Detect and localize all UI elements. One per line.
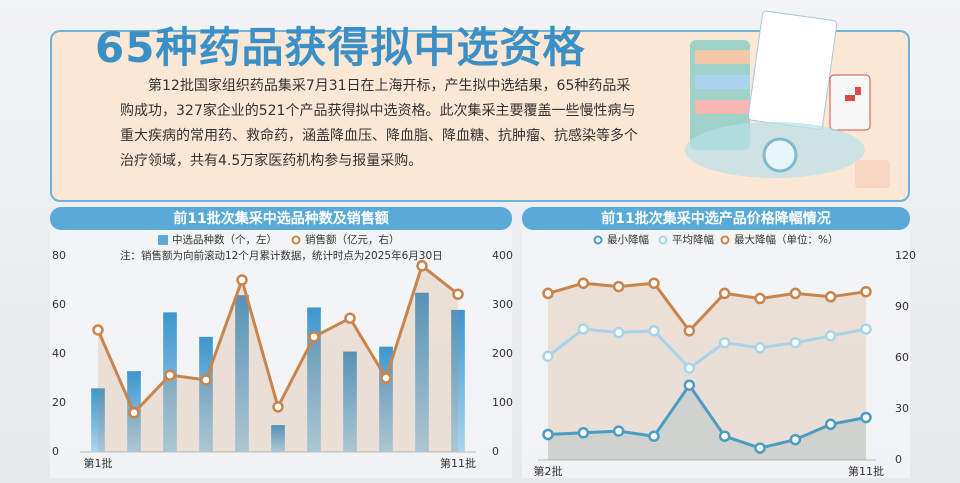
legend-label: 最小降幅 (607, 233, 649, 246)
point (577, 277, 590, 289)
line (547, 382, 867, 450)
y-tick-label: 40 (52, 347, 66, 360)
point (380, 372, 392, 384)
panel-title: 前11批次集采中选产品价格降幅情况 (601, 210, 830, 227)
point (683, 379, 696, 391)
y2-tick-label: 400 (492, 249, 513, 262)
legend-marker (291, 235, 301, 245)
point (648, 325, 660, 337)
area (548, 283, 866, 460)
y-tick-label: 80 (52, 249, 66, 262)
point (824, 291, 837, 303)
x-tick-label: 第11批 (848, 464, 884, 478)
point (860, 285, 872, 298)
point (718, 287, 731, 300)
area (98, 265, 458, 452)
point (754, 342, 766, 354)
point (648, 277, 660, 289)
point (789, 433, 802, 446)
bar (91, 388, 105, 452)
point (164, 369, 176, 381)
y2-tick-label: 300 (492, 298, 513, 311)
legend-marker (658, 235, 668, 245)
point (577, 323, 590, 335)
point (92, 324, 104, 336)
point (542, 428, 554, 441)
y-tick-label: 120 (895, 249, 916, 262)
point (344, 312, 356, 324)
legend-marker (158, 235, 168, 245)
y-tick-label: 90 (895, 300, 909, 313)
bar (199, 336, 213, 452)
legend-label: 平均降幅 (672, 233, 714, 246)
legend-label: 最大降幅（单位：%） (734, 233, 838, 246)
point (452, 288, 464, 300)
bar (415, 292, 429, 452)
y-tick-label: 20 (52, 396, 66, 409)
bar (343, 351, 357, 452)
y2-tick-label: 0 (492, 445, 499, 458)
point (542, 350, 554, 363)
point (308, 331, 320, 343)
y-tick-label: 60 (895, 351, 909, 364)
y-tick-label: 30 (895, 402, 909, 415)
y-tick-label: 0 (895, 453, 902, 466)
x-tick-label: 第1批 (84, 456, 113, 470)
title: 65种药品获得拟中选资格 (95, 23, 586, 72)
point (612, 326, 625, 339)
point (612, 280, 625, 293)
line (547, 327, 867, 371)
point (683, 362, 696, 374)
point (577, 427, 590, 439)
point (789, 287, 802, 300)
point (612, 425, 625, 437)
point (683, 325, 696, 337)
point (824, 418, 837, 431)
bar (235, 295, 249, 452)
point (718, 336, 731, 349)
legend-marker (720, 235, 730, 245)
panel-banner (50, 207, 512, 230)
point (754, 292, 766, 305)
point (200, 374, 212, 386)
body-text: 第12批国家组织药品集采7月31日在上海开标，产生拟中选结果，65种药品采购成功… (120, 78, 638, 169)
point (542, 287, 554, 300)
point (718, 430, 731, 442)
x-tick-label: 第11批 (440, 456, 476, 470)
area (548, 385, 866, 460)
x-tick-label: 第2批 (534, 464, 563, 478)
point (754, 442, 766, 454)
panel-title: 前11批次集采中选品种数及销售额 (173, 210, 388, 227)
bar (163, 312, 177, 452)
point (128, 407, 140, 419)
point (860, 323, 872, 335)
panel-banner (522, 207, 910, 230)
point (648, 430, 660, 442)
y-tick-label: 0 (52, 445, 59, 458)
point (860, 411, 872, 424)
y2-tick-label: 100 (492, 396, 513, 409)
legend-label: 中选品种数（个，左） (172, 233, 277, 246)
point (824, 330, 837, 342)
legend-marker (593, 235, 603, 245)
legend-label: 销售额（亿元，右） (305, 233, 400, 246)
line (547, 281, 867, 334)
point (236, 274, 248, 286)
y2-tick-label: 200 (492, 347, 513, 360)
bar (271, 425, 285, 452)
illustration (685, 10, 890, 188)
point (272, 401, 284, 413)
point (416, 260, 428, 272)
y-tick-label: 60 (52, 298, 66, 311)
point (789, 336, 802, 349)
bar (451, 309, 465, 452)
note: 注：销售额为向前滚动12个月累计数据，统计时点为2025年6月30日 (120, 249, 443, 262)
